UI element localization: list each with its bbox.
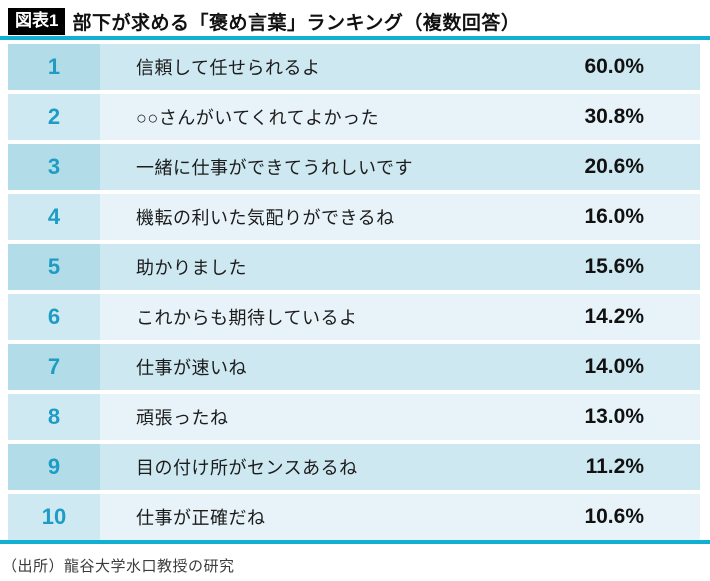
rank-cell: 5 <box>8 244 100 290</box>
percentage-cell: 30.8% <box>494 94 700 140</box>
rank-cell: 6 <box>8 294 100 340</box>
phrase-cell: 仕事が正確だね <box>100 494 494 540</box>
table-row: 9 目の付け所がセンスあるね 11.2% <box>8 444 700 490</box>
rank-cell: 1 <box>8 44 100 90</box>
rank-cell: 9 <box>8 444 100 490</box>
percentage-cell: 20.6% <box>494 144 700 190</box>
table-row: 4 機転の利いた気配りができるね 16.0% <box>8 194 700 240</box>
ranking-table: 1 信頼して任せられるよ 60.0% 2 ○○さんがいてくれてよかった 30.8% 3 一緒に… <box>8 44 700 540</box>
rank-cell: 3 <box>8 144 100 190</box>
percentage-cell: 11.2% <box>494 444 700 490</box>
rank-cell: 7 <box>8 344 100 390</box>
percentage-cell: 15.6% <box>494 244 700 290</box>
phrase-cell: 仕事が速いね <box>100 344 494 390</box>
table-row: 10 仕事が正確だね 10.6% <box>8 494 700 540</box>
percentage-cell: 14.0% <box>494 344 700 390</box>
phrase-cell: ○○さんがいてくれてよかった <box>100 94 494 140</box>
percentage-cell: 10.6% <box>494 494 700 540</box>
table-row: 1 信頼して任せられるよ 60.0% <box>8 44 700 90</box>
percentage-cell: 16.0% <box>494 194 700 240</box>
table-row: 8 頑張ったね 13.0% <box>8 394 700 440</box>
top-accent-rule <box>0 36 710 40</box>
table-row: 3 一緒に仕事ができてうれしいです 20.6% <box>8 144 700 190</box>
phrase-cell: 助かりました <box>100 244 494 290</box>
percentage-cell: 13.0% <box>494 394 700 440</box>
phrase-cell: これからも期待しているよ <box>100 294 494 340</box>
table-row: 5 助かりました 15.6% <box>8 244 700 290</box>
figure-title: 部下が求める「褒め言葉」ランキング（複数回答） <box>72 13 521 34</box>
bottom-accent-rule <box>0 540 710 544</box>
table-row: 7 仕事が速いね 14.0% <box>8 344 700 390</box>
rank-cell: 4 <box>8 194 100 240</box>
table-row: 2 ○○さんがいてくれてよかった 30.8% <box>8 94 700 140</box>
phrase-cell: 信頼して任せられるよ <box>100 44 494 90</box>
percentage-cell: 14.2% <box>494 294 700 340</box>
rank-cell: 2 <box>8 94 100 140</box>
phrase-cell: 目の付け所がセンスあるね <box>100 444 494 490</box>
phrase-cell: 一緒に仕事ができてうれしいです <box>100 144 494 190</box>
percentage-cell: 60.0% <box>494 44 700 90</box>
figure-tag: 図表1 <box>8 8 66 35</box>
rank-cell: 10 <box>8 494 100 540</box>
phrase-cell: 機転の利いた気配りができるね <box>100 194 494 240</box>
source-note: （出所）龍谷大学水口教授の研究 <box>2 558 235 575</box>
phrase-cell: 頑張ったね <box>100 394 494 440</box>
figure-header: 図表1 部下が求める「褒め言葉」ランキング（複数回答） <box>0 0 710 36</box>
table-row: 6 これからも期待しているよ 14.2% <box>8 294 700 340</box>
rank-cell: 8 <box>8 394 100 440</box>
